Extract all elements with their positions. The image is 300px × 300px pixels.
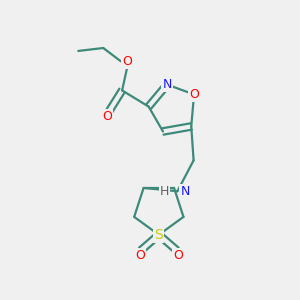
Text: N: N	[162, 78, 172, 91]
Text: N: N	[180, 185, 190, 198]
Text: H: H	[160, 185, 169, 198]
Text: O: O	[103, 110, 112, 123]
Text: O: O	[135, 249, 145, 262]
Text: O: O	[122, 55, 132, 68]
Text: S: S	[154, 228, 163, 242]
Text: O: O	[189, 88, 199, 101]
Text: O: O	[173, 249, 183, 262]
